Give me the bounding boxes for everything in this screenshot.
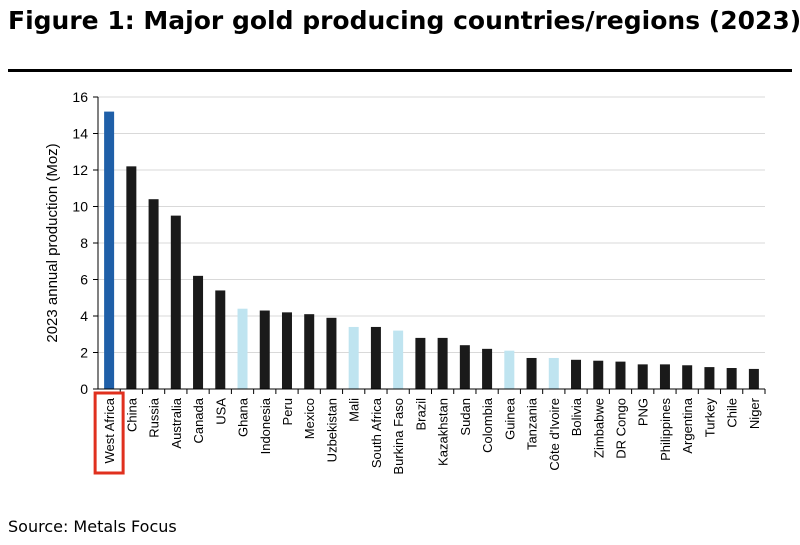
bar	[437, 337, 448, 389]
x-tick-label: Colombia	[480, 397, 495, 453]
bar	[370, 326, 381, 389]
bar-chart: 0 2 4 6 8 10 12 14 16 West Africa China Russia Aust…	[44, 89, 766, 475]
x-tick-label: Indonesia	[258, 397, 273, 454]
x-tick-label: DR Congo	[613, 398, 628, 459]
x-tick-label: Niger	[747, 397, 762, 429]
x-tick-label: China	[124, 397, 139, 432]
x-tick-label: Chile	[725, 398, 740, 428]
y-tick-label: 8	[80, 235, 88, 251]
x-tick-label: Kazakhstan	[436, 398, 451, 466]
x-tick-label: Côte d'Ivoire	[547, 398, 562, 471]
bar	[126, 166, 137, 389]
x-tick-label: Russia	[147, 397, 162, 438]
x-tick-label: Argentina	[680, 397, 695, 453]
bars	[104, 111, 759, 389]
source-note: Source: Metals Focus	[8, 517, 177, 536]
y-tick-label: 0	[80, 381, 88, 397]
y-tick-label: 6	[80, 272, 88, 288]
y-tick-label: 2	[80, 345, 88, 361]
x-tick-label: PNG	[636, 398, 651, 426]
x-tick-label: Mexico	[302, 398, 317, 439]
x-tick-label: West Africa	[102, 397, 117, 463]
bar	[748, 368, 759, 389]
title-divider	[8, 69, 792, 72]
bar	[593, 360, 604, 389]
bar	[459, 345, 470, 389]
bar	[548, 357, 559, 389]
bar	[571, 359, 582, 389]
bar	[637, 364, 648, 389]
bar	[237, 308, 248, 389]
bar	[281, 312, 292, 389]
x-tick-label: Peru	[280, 398, 295, 425]
bar	[726, 368, 737, 389]
x-tick-label: Australia	[169, 397, 184, 448]
x-tick-label: Tanzania	[525, 397, 540, 450]
x-tick-label: Brazil	[413, 398, 428, 431]
bar	[526, 357, 537, 389]
bar	[170, 215, 181, 389]
x-tick-label: Canada	[191, 397, 206, 443]
x-tick-label: Guinea	[502, 397, 517, 440]
bar	[326, 317, 337, 389]
bar	[304, 314, 315, 389]
bar	[659, 364, 670, 389]
x-tick-label: Turkey	[702, 398, 717, 438]
y-tick-label: 10	[72, 199, 88, 215]
x-tick-label: Bolivia	[569, 397, 584, 436]
chart-title: Figure 1: Major gold producing countries…	[8, 6, 800, 35]
x-tick-label: Ghana	[236, 397, 251, 437]
x-tick-label: Uzbekistan	[324, 398, 339, 462]
x-tick-label: Burkina Faso	[391, 398, 406, 475]
bar	[193, 275, 204, 389]
x-tick-label: Sudan	[458, 398, 473, 436]
bar	[482, 348, 493, 389]
bar	[104, 111, 115, 389]
x-tick-labels: West Africa China Russia Australia Canada USA…	[93, 389, 766, 475]
x-tick-label: Philippines	[658, 398, 673, 461]
bar	[415, 337, 426, 389]
x-tick-label: Mali	[347, 398, 362, 422]
bar	[259, 310, 270, 389]
y-tick-label: 12	[72, 162, 88, 178]
y-tick-label: 16	[72, 89, 88, 105]
highlight-box	[93, 391, 125, 475]
y-tick-label: 14	[72, 126, 88, 142]
y-tick-label: 4	[80, 308, 88, 324]
bar	[504, 350, 515, 389]
bar	[215, 290, 226, 389]
x-tick-label: USA	[213, 398, 228, 425]
y-axis-label: 2023 annual production (Moz)	[44, 143, 61, 342]
bar	[148, 199, 159, 389]
y-tick-labels: 0 2 4 6 8 10 12 14 16	[72, 89, 98, 397]
x-tick-label: South Africa	[369, 397, 384, 468]
bar	[682, 365, 693, 389]
bar	[615, 361, 626, 389]
bar	[704, 367, 715, 389]
gridlines	[98, 96, 765, 353]
x-tick-label: Zimbabwe	[591, 398, 606, 458]
bar	[348, 326, 359, 389]
bar	[393, 330, 404, 389]
